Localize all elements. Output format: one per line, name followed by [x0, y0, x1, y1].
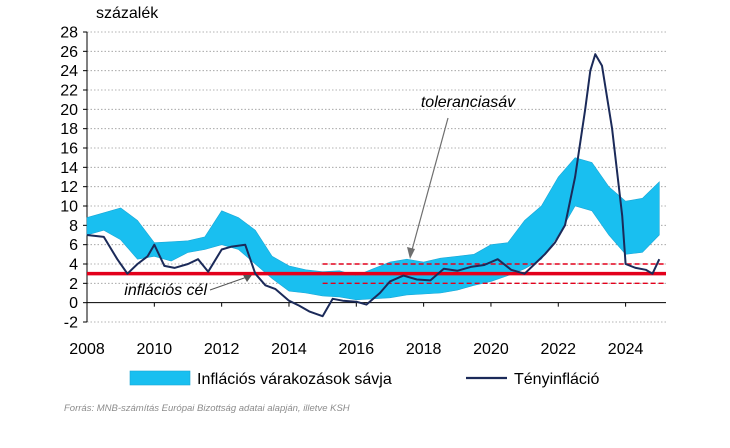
target-annotation: inflációs cél — [124, 282, 207, 299]
y-tick-label: 0 — [69, 295, 78, 312]
x-tick-label: 2018 — [406, 341, 442, 358]
x-tick-label: 2020 — [473, 341, 509, 358]
target-arrow — [209, 276, 248, 291]
band-annotation: toleranciasáv — [421, 94, 516, 111]
y-tick-label: 8 — [69, 218, 78, 235]
band-arrowhead — [407, 247, 415, 259]
y-tick-label: 24 — [60, 63, 78, 80]
y-tick-label: 6 — [69, 237, 78, 254]
y-tick-label: 20 — [60, 102, 78, 119]
y-tick-label: 4 — [69, 257, 78, 274]
y-tick-label: -2 — [64, 315, 78, 332]
y-tick-label: 10 — [60, 199, 78, 216]
plot-area: inflációs cél toleranciasáv — [86, 53, 666, 318]
y-tick-label: 16 — [60, 141, 78, 158]
legend: Inflációs várakozások sávja Tényinfláció — [129, 370, 599, 388]
y-tick-label: 22 — [60, 83, 78, 100]
source-note: Forrás: MNB-számítás Európai Bizottság a… — [64, 403, 350, 414]
x-tick-label: 2012 — [204, 341, 240, 358]
y-axis-label: százalék — [96, 5, 159, 22]
y-tick-label: 14 — [60, 160, 78, 177]
expectation-band-area — [86, 157, 660, 301]
band-arrow — [411, 117, 449, 251]
x-tick-label: 2008 — [69, 341, 105, 358]
x-tick-label: 2014 — [271, 341, 307, 358]
x-tick-label: 2022 — [540, 341, 576, 358]
x-tick-label: 2010 — [137, 341, 173, 358]
x-axis: 2008 2010 2012 2014 2016 2018 2020 2022 2024 — [69, 302, 666, 358]
target-arrowhead — [243, 275, 252, 282]
legend-band-label: Inflációs várakozások sávja — [197, 371, 392, 388]
x-tick-label: 2024 — [608, 341, 644, 358]
y-tick-label: 12 — [60, 179, 78, 196]
y-tick-label: 26 — [60, 44, 78, 61]
legend-band-swatch — [129, 370, 191, 386]
y-tick-label: 2 — [69, 276, 78, 293]
y-tick-label: 18 — [60, 121, 78, 138]
x-tick-label: 2016 — [339, 341, 375, 358]
legend-actual-label: Tényinfláció — [514, 371, 599, 388]
actual-inflation-line — [86, 53, 661, 318]
y-tick-label: 28 — [60, 25, 78, 42]
